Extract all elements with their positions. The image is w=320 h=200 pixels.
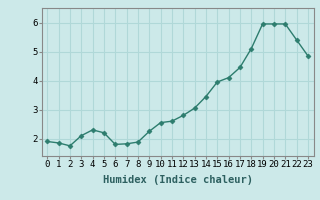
X-axis label: Humidex (Indice chaleur): Humidex (Indice chaleur) bbox=[103, 175, 252, 185]
